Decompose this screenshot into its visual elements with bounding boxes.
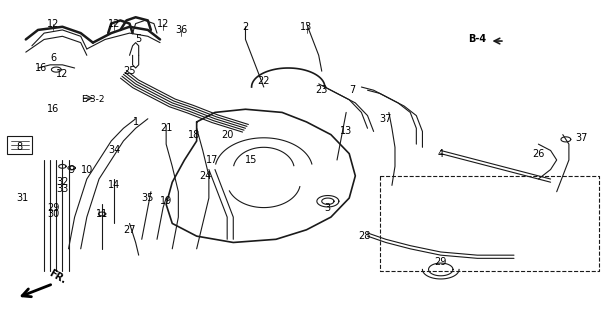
Text: 13: 13 — [300, 22, 313, 32]
Text: 29: 29 — [47, 203, 59, 212]
Text: 7: 7 — [349, 85, 356, 95]
Text: 25: 25 — [123, 66, 136, 76]
Bar — [7, 136, 32, 154]
Text: 10: 10 — [81, 164, 93, 174]
Text: 37: 37 — [575, 133, 587, 143]
Text: 12: 12 — [108, 19, 121, 28]
Text: 6: 6 — [50, 53, 56, 63]
Text: 15: 15 — [245, 155, 258, 165]
Text: 12: 12 — [56, 69, 69, 79]
Text: 18: 18 — [188, 130, 200, 140]
Text: 35: 35 — [142, 193, 154, 203]
Text: 21: 21 — [160, 123, 172, 133]
Text: 37: 37 — [379, 114, 392, 124]
Text: 9: 9 — [69, 164, 75, 174]
Text: 27: 27 — [123, 225, 136, 235]
Text: 2: 2 — [242, 22, 249, 32]
Text: E-3-2: E-3-2 — [81, 95, 104, 104]
Text: 26: 26 — [532, 149, 544, 159]
Text: 5: 5 — [135, 35, 142, 44]
Text: 4: 4 — [438, 149, 444, 159]
Text: 28: 28 — [358, 231, 371, 241]
Text: B-4: B-4 — [468, 35, 487, 44]
Text: 1: 1 — [132, 117, 139, 127]
Text: 19: 19 — [160, 196, 172, 206]
Text: 14: 14 — [108, 180, 120, 190]
Text: 8: 8 — [17, 142, 23, 152]
Text: 13: 13 — [340, 126, 352, 136]
Text: 33: 33 — [56, 184, 69, 194]
Text: 16: 16 — [35, 63, 47, 73]
Text: 23: 23 — [316, 85, 328, 95]
Text: 34: 34 — [108, 146, 120, 156]
Text: 30: 30 — [47, 209, 59, 219]
Text: FR.: FR. — [47, 268, 68, 285]
Text: 12: 12 — [157, 19, 169, 28]
Text: 36: 36 — [175, 25, 188, 35]
Text: 20: 20 — [221, 130, 234, 140]
Text: 31: 31 — [17, 193, 29, 203]
Text: 11: 11 — [96, 209, 109, 219]
Text: 29: 29 — [435, 257, 447, 267]
Text: 16: 16 — [47, 104, 59, 114]
Text: 3: 3 — [325, 203, 331, 212]
Text: 17: 17 — [206, 155, 218, 165]
Text: 24: 24 — [200, 171, 212, 181]
Text: 12: 12 — [47, 19, 59, 28]
Text: 22: 22 — [257, 76, 270, 86]
Text: 32: 32 — [56, 177, 69, 187]
